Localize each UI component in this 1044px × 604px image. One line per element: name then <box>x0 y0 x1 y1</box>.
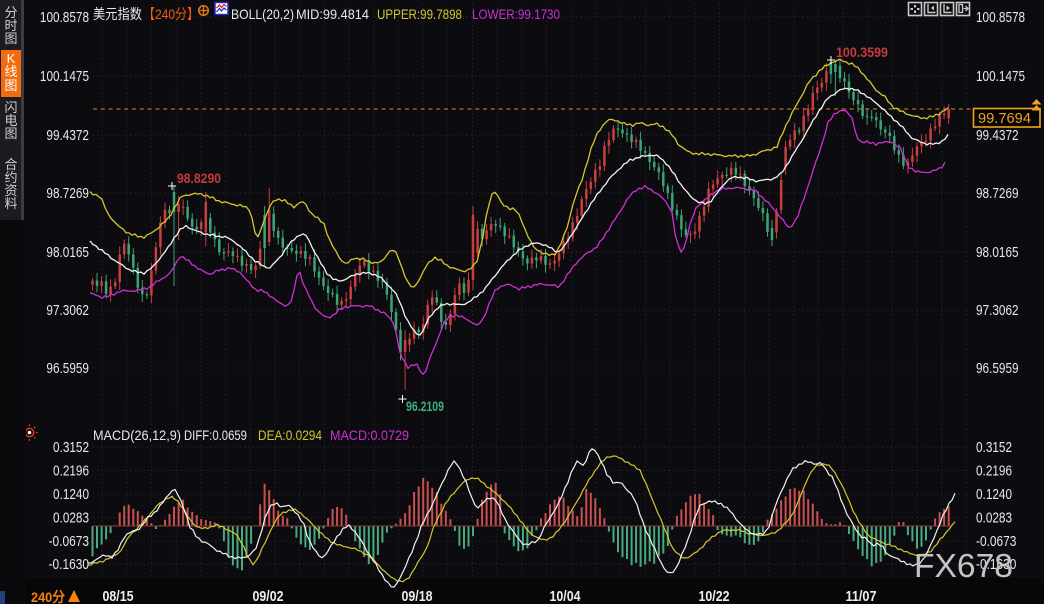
svg-text:-0.1630: -0.1630 <box>49 557 89 573</box>
svg-text:98.7269: 98.7269 <box>46 186 89 202</box>
svg-text:98.7269: 98.7269 <box>976 186 1019 202</box>
svg-text:100.1475: 100.1475 <box>40 69 89 85</box>
svg-text:时: 时 <box>4 18 17 33</box>
svg-text:0.2196: 0.2196 <box>53 464 89 480</box>
svg-text:98.0165: 98.0165 <box>46 245 89 261</box>
svg-text:96.5959: 96.5959 <box>976 361 1019 377</box>
svg-text:08/15: 08/15 <box>103 589 134 604</box>
svg-text:99.4372: 99.4372 <box>976 128 1019 144</box>
svg-text:MID:99.4814: MID:99.4814 <box>296 6 369 22</box>
svg-text:96.5959: 96.5959 <box>46 361 89 377</box>
svg-text:线: 线 <box>4 64 17 79</box>
svg-text:10/22: 10/22 <box>699 589 730 604</box>
svg-text:K: K <box>7 51 16 66</box>
svg-text:-0.0673: -0.0673 <box>976 534 1016 550</box>
svg-text:240分: 240分 <box>31 589 65 604</box>
svg-text:图: 图 <box>4 31 17 46</box>
svg-text:96.2109: 96.2109 <box>406 398 444 414</box>
svg-text:料: 料 <box>4 196 17 211</box>
svg-text:100.1475: 100.1475 <box>976 69 1025 85</box>
svg-text:美元指数: 美元指数 <box>93 6 142 22</box>
svg-text:分: 分 <box>4 5 17 20</box>
svg-text:0.2196: 0.2196 <box>976 464 1012 480</box>
svg-text:10/04: 10/04 <box>550 589 581 604</box>
svg-text:0.1240: 0.1240 <box>976 487 1012 503</box>
svg-text:图: 图 <box>4 78 17 93</box>
svg-text:闪: 闪 <box>4 100 17 115</box>
svg-text:【240分】: 【240分】 <box>143 6 199 22</box>
svg-text:UPPER:99.7898: UPPER:99.7898 <box>377 6 462 22</box>
svg-text:97.3062: 97.3062 <box>46 303 89 319</box>
svg-text:98.0165: 98.0165 <box>976 245 1019 261</box>
svg-text:BOLL(20,2): BOLL(20,2) <box>231 6 294 22</box>
svg-text:0.0283: 0.0283 <box>53 511 89 527</box>
svg-text:97.3062: 97.3062 <box>976 303 1019 319</box>
svg-text:-0.1630: -0.1630 <box>976 557 1016 573</box>
svg-text:DEA:0.0294: DEA:0.0294 <box>258 427 322 443</box>
svg-text:0.3152: 0.3152 <box>53 440 89 456</box>
svg-text:09/02: 09/02 <box>253 589 284 604</box>
svg-text:0.1240: 0.1240 <box>53 487 89 503</box>
svg-text:99.7694: 99.7694 <box>978 111 1031 127</box>
svg-text:99.4372: 99.4372 <box>46 128 89 144</box>
svg-text:-0.0673: -0.0673 <box>49 534 89 550</box>
svg-text:98.8290: 98.8290 <box>177 170 221 186</box>
svg-text:DIFF:0.0659: DIFF:0.0659 <box>184 427 247 443</box>
svg-text:LOWER:99.1730: LOWER:99.1730 <box>472 6 560 22</box>
svg-text:MACD(26,12,9): MACD(26,12,9) <box>93 427 181 443</box>
svg-text:图: 图 <box>4 126 17 141</box>
svg-text:100.3599: 100.3599 <box>836 44 888 60</box>
svg-text:0.3152: 0.3152 <box>976 440 1012 456</box>
svg-text:100.8578: 100.8578 <box>976 10 1025 26</box>
svg-text:资: 资 <box>4 183 17 198</box>
svg-text:11/07: 11/07 <box>846 589 877 604</box>
svg-text:合: 合 <box>4 157 17 172</box>
svg-text:100.8578: 100.8578 <box>40 10 89 26</box>
svg-text:MACD:0.0729: MACD:0.0729 <box>330 427 409 443</box>
svg-text:FX678: FX678 <box>914 547 1013 584</box>
svg-text:09/18: 09/18 <box>402 589 433 604</box>
svg-text:电: 电 <box>4 113 17 128</box>
svg-text:0.0283: 0.0283 <box>976 511 1012 527</box>
svg-text:约: 约 <box>4 170 17 185</box>
